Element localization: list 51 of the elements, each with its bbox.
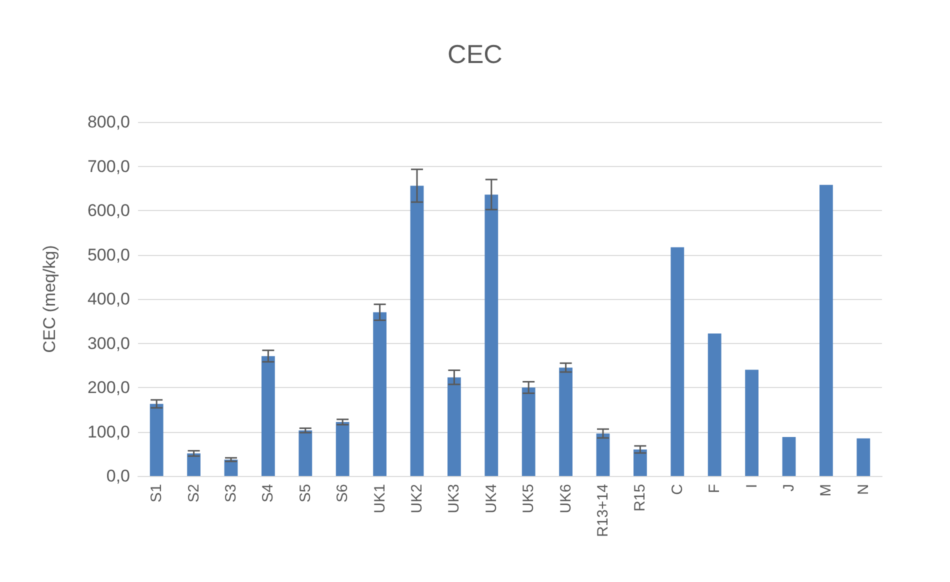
bar: [262, 356, 275, 476]
bar: [224, 460, 238, 476]
x-tick-label: S3: [222, 484, 240, 502]
chart-title: CEC: [448, 39, 502, 69]
y-tick-label: 600,0: [87, 201, 130, 220]
y-axis-title: CEC (meq/kg): [40, 245, 59, 353]
bar: [634, 449, 647, 476]
x-tick-label: C: [668, 484, 686, 495]
bar: [150, 404, 164, 476]
bar: [373, 312, 386, 476]
x-tick-label: UK4: [482, 484, 500, 514]
bar: [782, 437, 796, 476]
y-tick-label: 0,0: [106, 466, 130, 486]
bar: [298, 430, 312, 476]
x-tick-label: I: [743, 484, 760, 488]
x-tick-label: UK5: [520, 484, 538, 514]
y-tick-label: 300,0: [87, 334, 130, 353]
y-tick-label: 400,0: [87, 290, 130, 308]
y-tick-label: 500,0: [87, 245, 130, 264]
bar: [484, 194, 498, 476]
bar: [856, 438, 870, 476]
x-tick-label: N: [854, 484, 872, 495]
bar: [522, 388, 536, 476]
bar: [336, 422, 350, 476]
x-tick-label: M: [818, 484, 835, 496]
bar: [708, 334, 722, 476]
bar: [745, 370, 758, 476]
x-tick-label: F: [706, 484, 724, 494]
y-tick-label: 700,0: [87, 156, 130, 176]
x-tick-label: S6: [334, 484, 352, 502]
x-tick-label: S5: [296, 484, 314, 502]
y-tick-label: 100,0: [87, 422, 130, 442]
bar: [670, 247, 684, 476]
x-tick-label: UK3: [446, 484, 463, 514]
bar: [820, 184, 833, 476]
x-tick-label: S2: [185, 484, 202, 502]
x-tick-label: R13+14: [594, 484, 612, 537]
bar: [410, 186, 424, 476]
y-tick-label: 200,0: [87, 378, 130, 397]
bar: [448, 377, 461, 476]
bar: [596, 434, 610, 476]
y-tick-label: 800,0: [87, 112, 130, 132]
x-tick-label: R15: [632, 484, 649, 512]
x-tick-label: S1: [148, 484, 166, 502]
x-tick-label: S4: [260, 484, 277, 502]
bar: [559, 368, 572, 476]
bar: [187, 453, 200, 476]
x-tick-label: UK1: [371, 484, 388, 514]
x-tick-label: UK2: [408, 484, 426, 514]
x-tick-label: J: [780, 484, 798, 492]
x-tick-label: UK6: [557, 484, 574, 514]
